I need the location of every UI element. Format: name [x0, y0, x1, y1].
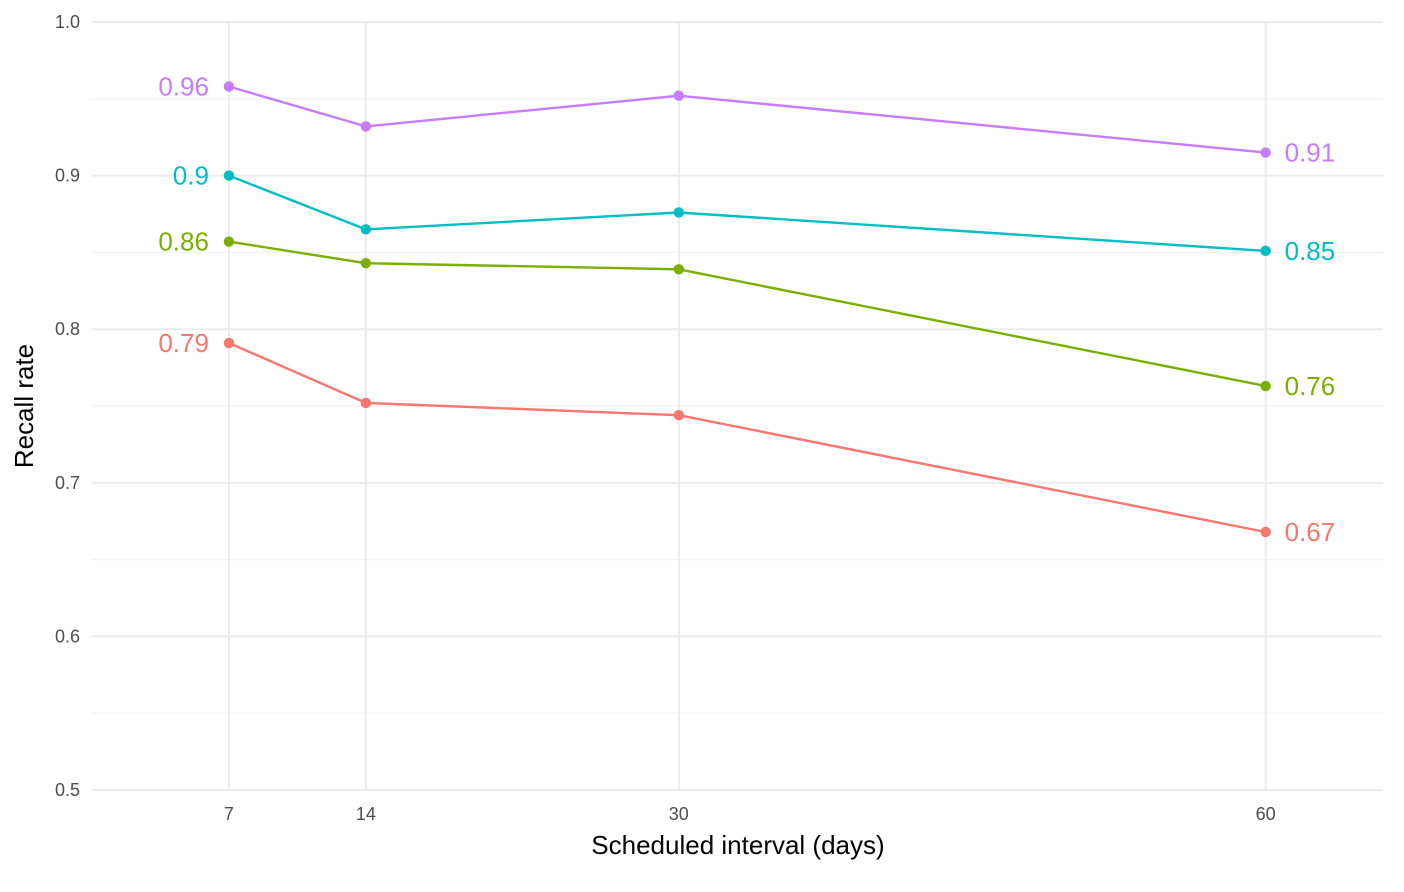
y-axis-title: Recall rate: [9, 344, 39, 468]
data-point: [360, 121, 372, 132]
x-tick-label: 14: [356, 804, 376, 824]
y-tick-label: 0.6: [55, 626, 80, 646]
end-value-label: 0.91: [1285, 138, 1336, 168]
series-line-0: [228, 85, 1266, 154]
start-value-label: 0.9: [173, 161, 209, 191]
data-point: [673, 90, 685, 101]
start-value-label: 0.86: [158, 227, 209, 257]
x-tick-label: 30: [669, 804, 689, 824]
x-axis-ticks: 7 14 30 60: [224, 804, 1276, 824]
data-point: [223, 170, 235, 181]
y-tick-label: 0.8: [55, 319, 80, 339]
data-point: [360, 224, 372, 235]
end-value-label: 0.85: [1285, 236, 1336, 266]
y-tick-label: 0.7: [55, 473, 80, 493]
x-axis-title: Scheduled interval (days): [591, 830, 884, 860]
data-point: [223, 81, 235, 92]
data-point: [223, 236, 235, 247]
data-point: [223, 337, 235, 349]
data-point: [1260, 147, 1271, 158]
series-line-1: [228, 174, 1266, 253]
data-labels: 0.96 0.91 0.9 0.85 0.86 0.76 0.79 0.67: [158, 72, 1335, 547]
data-point: [360, 397, 372, 409]
start-value-label: 0.79: [158, 328, 209, 358]
x-tick-label: 60: [1256, 804, 1276, 824]
minor-gridlines: [92, 98, 1383, 714]
data-point: [673, 207, 685, 218]
y-axis-ticks: 0.5 0.6 0.7 0.8 0.9 1.0: [55, 12, 80, 800]
y-tick-label: 0.5: [55, 780, 80, 800]
data-point: [1260, 380, 1271, 392]
start-value-label: 0.96: [158, 72, 209, 102]
data-point: [360, 257, 372, 269]
data-point: [673, 410, 685, 421]
y-tick-label: 0.9: [55, 166, 80, 186]
data-point: [1260, 245, 1271, 257]
data-point: [673, 264, 685, 275]
series-line-2: [228, 240, 1266, 388]
series-line-3: [228, 341, 1266, 534]
y-tick-label: 1.0: [55, 12, 80, 32]
data-point: [1260, 526, 1271, 538]
series-layer: [223, 81, 1271, 538]
end-value-label: 0.76: [1285, 371, 1336, 401]
end-value-label: 0.67: [1285, 517, 1336, 547]
x-tick-label: 7: [224, 804, 234, 824]
